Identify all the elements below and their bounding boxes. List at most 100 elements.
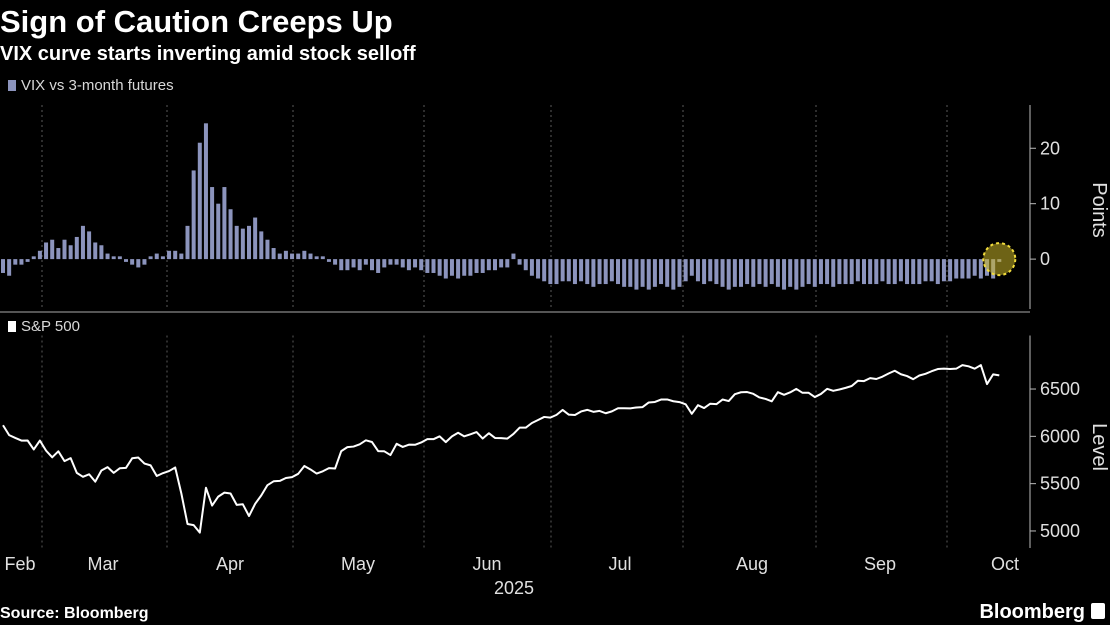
brand-icon — [1091, 603, 1105, 619]
bar — [456, 259, 461, 279]
bar — [911, 259, 916, 285]
bar — [732, 259, 737, 287]
bar — [935, 259, 940, 285]
bar — [585, 259, 590, 285]
bar — [652, 259, 657, 287]
brand: Bloomberg — [979, 601, 1085, 623]
bar — [388, 259, 393, 265]
bar — [622, 259, 627, 287]
bar — [419, 259, 424, 271]
bar — [87, 231, 92, 260]
bar — [425, 259, 430, 273]
bar — [966, 259, 971, 279]
bar — [898, 259, 903, 282]
bar — [572, 259, 577, 285]
bar — [831, 259, 836, 287]
bar — [542, 259, 547, 282]
bar — [597, 259, 602, 285]
bar — [905, 259, 910, 285]
bar — [296, 253, 301, 260]
source: Source: Bloomberg — [0, 605, 148, 622]
bar — [462, 259, 467, 276]
bar — [505, 259, 510, 268]
bar — [37, 250, 42, 260]
bar — [363, 259, 368, 265]
x-axis-year: 2025 — [494, 578, 534, 598]
bar — [406, 259, 411, 271]
bar — [320, 256, 325, 260]
x-tick-label: Apr — [216, 554, 244, 574]
bar — [400, 259, 405, 268]
bar — [468, 259, 473, 276]
bar — [886, 259, 891, 285]
bar — [536, 259, 541, 279]
legend-label: S&P 500 — [21, 318, 80, 335]
bar — [136, 259, 141, 268]
bar — [431, 259, 436, 273]
bar — [345, 259, 350, 271]
bar — [290, 253, 295, 260]
bar — [868, 259, 873, 285]
bar — [640, 259, 645, 287]
bar — [56, 248, 61, 260]
bar — [812, 259, 817, 287]
bar — [954, 259, 959, 279]
bar — [130, 259, 135, 265]
bar — [628, 259, 633, 287]
bar — [160, 256, 165, 260]
x-tick-label: Mar — [88, 554, 119, 574]
bar — [948, 259, 953, 282]
bar — [837, 259, 842, 285]
bar — [197, 142, 202, 260]
bar — [874, 259, 879, 285]
bar — [265, 239, 270, 260]
x-tick-label: Aug — [736, 554, 768, 574]
bar — [339, 259, 344, 271]
highlight-circle — [982, 242, 1017, 277]
bar — [941, 259, 946, 282]
bar — [1, 259, 5, 273]
line — [2, 364, 1000, 534]
bar — [745, 259, 750, 285]
bar — [683, 259, 688, 282]
y-tick-label: 5000 — [1040, 521, 1080, 541]
bar — [616, 259, 620, 285]
bar — [351, 259, 356, 268]
bar — [228, 209, 233, 260]
bar — [474, 259, 479, 273]
bar — [413, 259, 418, 268]
x-tick-label: Sep — [864, 554, 896, 574]
chart-title: Sign of Caution Creeps Up — [0, 4, 393, 39]
bar — [99, 245, 104, 260]
bar — [13, 259, 18, 265]
bar — [720, 259, 725, 287]
bar — [222, 187, 227, 260]
y-tick-label: 6500 — [1040, 379, 1080, 399]
bar — [818, 259, 823, 285]
legend-label: VIX vs 3-month futures — [21, 77, 174, 94]
bar — [560, 259, 565, 282]
bar — [394, 259, 399, 265]
y-tick-label: 10 — [1040, 194, 1060, 214]
bar — [437, 259, 442, 276]
bar — [862, 259, 866, 285]
bar — [203, 123, 208, 260]
bar — [695, 259, 700, 282]
bar — [603, 259, 608, 285]
legend-swatch — [8, 321, 16, 332]
bar — [283, 250, 288, 260]
bar — [124, 259, 128, 262]
bar — [566, 259, 571, 282]
bar — [179, 253, 184, 260]
bar — [173, 250, 178, 260]
y-axis-label: Points — [1088, 182, 1110, 238]
bar — [376, 259, 381, 273]
bar — [529, 259, 534, 276]
y-tick-label: 5500 — [1040, 474, 1080, 494]
bar — [499, 259, 504, 268]
bar — [314, 256, 319, 260]
bar — [382, 259, 387, 268]
bar — [726, 259, 731, 290]
